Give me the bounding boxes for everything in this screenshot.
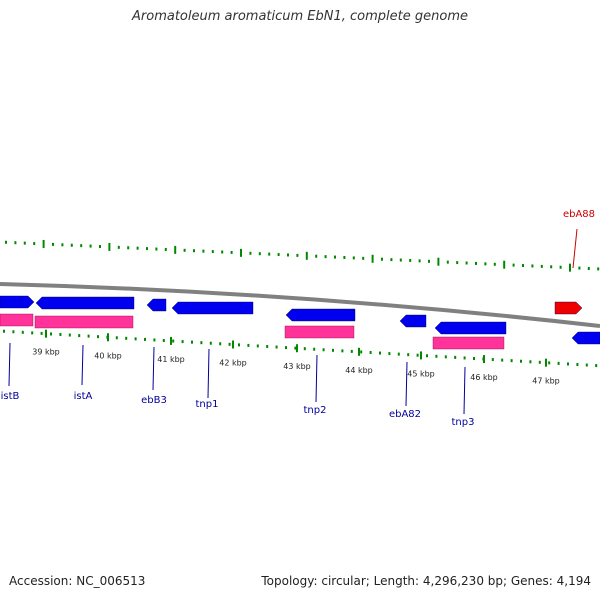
gene-label-ebB3: ebB3 bbox=[141, 395, 167, 406]
gene-istA-arrow bbox=[35, 296, 135, 310]
gene-label-tnp3: tnp3 bbox=[452, 417, 475, 428]
gene-label-tnp2: tnp2 bbox=[304, 405, 327, 416]
gene-istB-arrow bbox=[0, 295, 35, 309]
gene-label-ebA88: ebA88 bbox=[563, 209, 595, 220]
leader-line-istA bbox=[81, 344, 84, 386]
genome-backbone bbox=[0, 282, 600, 328]
scale-label: 45 kbp bbox=[407, 369, 435, 378]
cds-istB-bar bbox=[0, 313, 34, 327]
scale-label: 42 kbp bbox=[219, 359, 247, 368]
gene-offscreen-arrow bbox=[571, 331, 600, 345]
scale-label: 44 kbp bbox=[345, 366, 373, 375]
leader-line-tnp1 bbox=[207, 348, 210, 399]
scale-label: 47 kbp bbox=[532, 377, 560, 386]
leader-line-tnp2 bbox=[315, 354, 318, 403]
leader-line-tnp3 bbox=[463, 366, 466, 415]
gene-label-istB: istB bbox=[1, 391, 20, 402]
gene-label-ebA82: ebA82 bbox=[389, 409, 421, 420]
cds-tnp2-bar bbox=[284, 325, 355, 339]
scale-label: 46 kbp bbox=[470, 373, 498, 382]
gene-label-istA: istA bbox=[74, 391, 93, 402]
scale-label: 40 kbp bbox=[94, 351, 122, 360]
rna-ebA88-arrow bbox=[554, 301, 583, 315]
gene-ebB3-arrow bbox=[146, 298, 167, 312]
map-title: Aromatoleum aromaticum EbN1, complete ge… bbox=[132, 9, 468, 24]
scale-label: 41 kbp bbox=[157, 355, 185, 364]
scale-label: 43 kbp bbox=[283, 362, 311, 371]
cds-istA-bar bbox=[34, 315, 134, 329]
gene-ebA82-arrow bbox=[399, 314, 427, 328]
gene-tnp3-arrow bbox=[434, 321, 507, 335]
genome-summary-text: Topology: circular; Length: 4,296,230 bp… bbox=[261, 574, 591, 588]
cds-tnp3-bar bbox=[432, 336, 505, 350]
accession-text: Accession: NC_006513 bbox=[9, 574, 146, 588]
gene-tnp1-arrow bbox=[171, 301, 254, 315]
scale-label: 39 kbp bbox=[32, 348, 60, 357]
gene-label-tnp1: tnp1 bbox=[196, 399, 219, 410]
leader-line-ebB3 bbox=[152, 346, 155, 391]
leader-line-ebA82 bbox=[405, 361, 408, 407]
leader-line-istB bbox=[8, 342, 11, 387]
gene-tnp2-arrow bbox=[285, 308, 356, 322]
leader-line-ebA88 bbox=[572, 228, 578, 269]
